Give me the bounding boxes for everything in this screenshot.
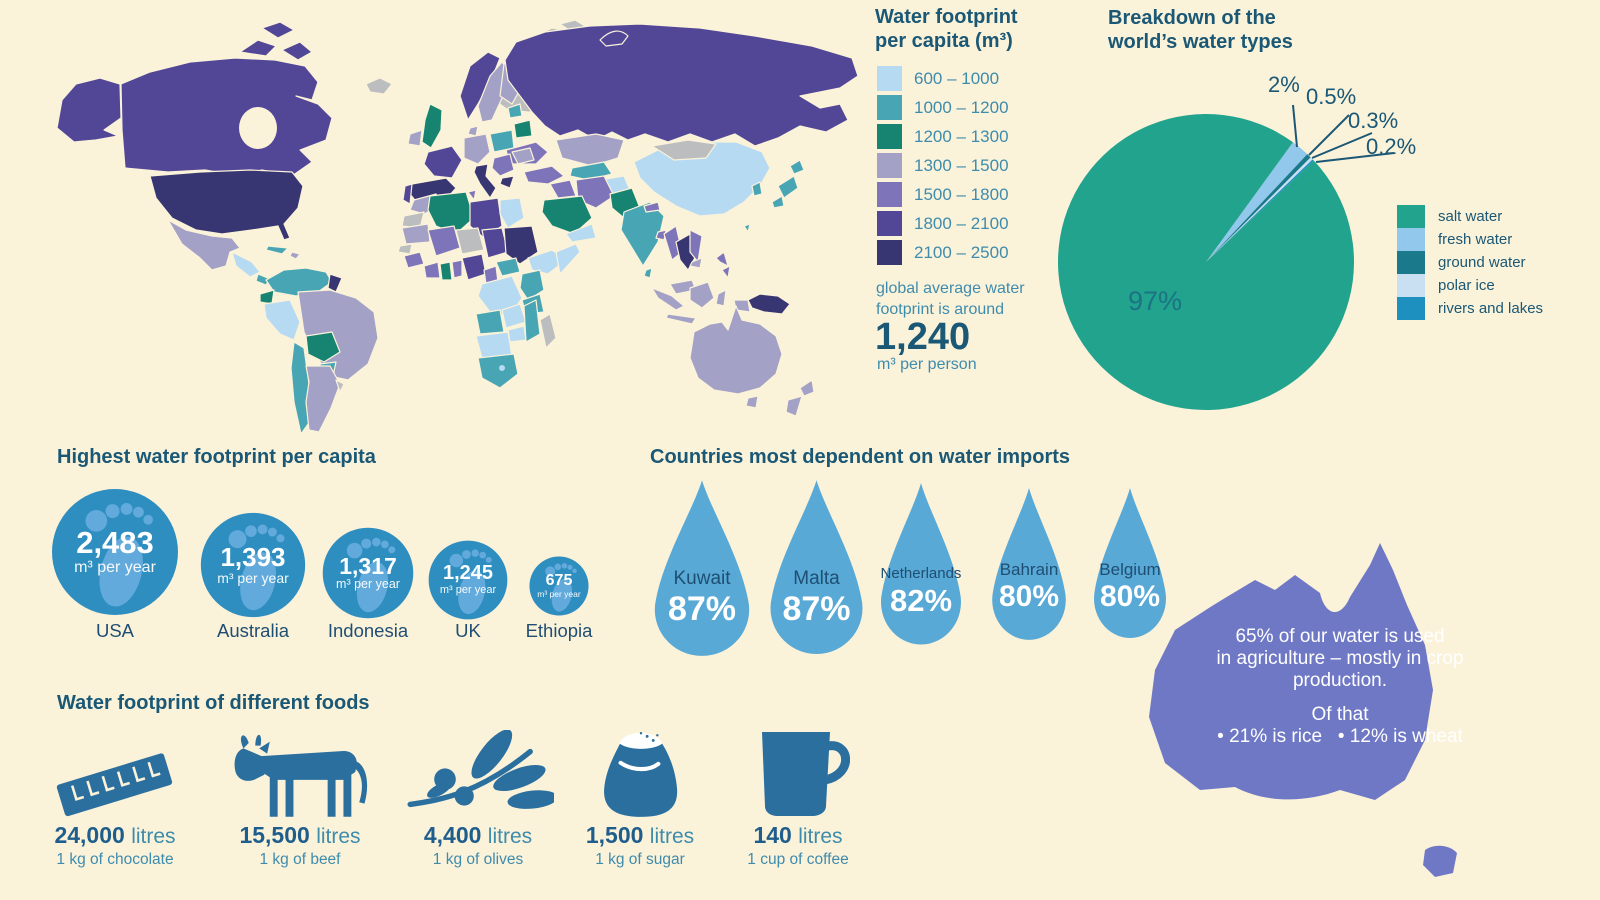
pie-label-fresh: 2% xyxy=(1268,72,1300,97)
pie-slice-rivers-and-lakes xyxy=(1206,159,1314,262)
band-label: 600 – 1000 xyxy=(914,68,1000,88)
pie-label-ground: 0.5% xyxy=(1306,84,1357,109)
import-drop-netherlands: Netherlands 82% xyxy=(871,481,971,651)
footprint-country-uk: UK xyxy=(455,620,481,641)
asia-region xyxy=(504,23,859,325)
legend-band-row: 2100 – 2500 xyxy=(877,240,1009,265)
food-caption-olives: 1 kg of olives xyxy=(432,851,524,868)
pie-legend-row: salt water xyxy=(1397,205,1502,228)
tasmania-shape xyxy=(1423,845,1457,877)
legend-band-row: 600 – 1000 xyxy=(877,66,999,91)
footprint-country-ethiopia: Ethiopia xyxy=(525,620,593,641)
oceania-region xyxy=(689,305,815,417)
pie-slice-salt-water xyxy=(1058,113,1354,410)
band-label: 2100 – 2500 xyxy=(914,242,1009,262)
food-value-olives: 4,400 litres xyxy=(423,822,533,848)
pie-swatch-salt xyxy=(1397,205,1425,228)
footprint-country-indonesia: Indonesia xyxy=(327,620,409,641)
australia-silhouette xyxy=(1149,543,1457,877)
pie-swatch-ground xyxy=(1397,251,1425,274)
footprint-badge-uk: 1,245 m³ per year xyxy=(428,540,508,620)
footprint-badge-indonesia: 1,317 m³ per year xyxy=(322,527,414,619)
food-value-chocolate: 24,000 litres xyxy=(54,822,176,848)
chocolate-bar-icon xyxy=(38,728,193,823)
pie-chart-title: Breakdown of the world’s water types xyxy=(1108,7,1293,53)
water-types-pie-chart xyxy=(1058,104,1395,410)
olive-branch-icon xyxy=(402,730,554,820)
pie-label-salt: 97% xyxy=(1128,286,1183,316)
band-label: 1500 – 1800 xyxy=(914,184,1009,204)
footprints-heading: Highest water footprint per capita xyxy=(57,446,376,468)
footprint-badge-ethiopia: 675 m³ per year xyxy=(529,556,589,616)
pie-slice-fresh-water xyxy=(1206,142,1308,262)
pie-leader-lines xyxy=(1292,104,1395,163)
footprint-country-australia: Australia xyxy=(217,620,289,641)
pie-slice-ground-water xyxy=(1206,154,1311,262)
foods-heading: Water footprint of different foods xyxy=(57,692,370,714)
pie-label-polar: 0.3% xyxy=(1348,108,1399,133)
import-drop-kuwait: Kuwait 87% xyxy=(643,478,761,663)
europe-region xyxy=(365,19,586,205)
legend-band-row: 1000 – 1200 xyxy=(877,95,1009,120)
band-swatch xyxy=(877,95,902,120)
legend-band-row: 1200 – 1300 xyxy=(877,124,1009,149)
australia-callout-text: 65% of our water is used in agriculture … xyxy=(1216,626,1464,747)
band-swatch xyxy=(877,124,902,149)
band-label: 1800 – 2100 xyxy=(914,213,1009,233)
food-value-coffee: 140 litres xyxy=(753,822,843,848)
legend-band-row: 1300 – 1500 xyxy=(877,153,1009,178)
pie-swatch-rivers xyxy=(1397,297,1425,320)
sugar-sack-icon xyxy=(588,720,694,822)
africa-region xyxy=(397,189,581,389)
south-america-region xyxy=(259,267,379,435)
legend-band-row: 1800 – 2100 xyxy=(877,211,1009,236)
band-label: 1200 – 1300 xyxy=(914,126,1009,146)
world-choropleth-map xyxy=(56,19,859,435)
food-value-sugar: 1,500 litres xyxy=(585,822,695,848)
cow-icon xyxy=(224,722,380,822)
food-caption-beef: 1 kg of beef xyxy=(259,851,341,868)
band-swatch xyxy=(877,182,902,207)
pie-label-rivers: 0.2% xyxy=(1366,134,1417,159)
north-america-region xyxy=(56,21,605,286)
global-average-unit: m³ per person xyxy=(877,356,977,373)
band-swatch xyxy=(877,240,902,265)
pie-legend-row: fresh water xyxy=(1397,228,1512,251)
map-legend: Water footprint per capita (m³) xyxy=(875,5,1075,53)
footprint-badge-usa: 2,483 m³ per year xyxy=(51,488,179,616)
import-drop-bahrain: Bahrain 80% xyxy=(983,486,1075,646)
band-swatch xyxy=(877,66,902,91)
band-swatch xyxy=(877,153,902,178)
water-drop-icon xyxy=(881,483,961,645)
band-label: 1000 – 1200 xyxy=(914,97,1009,117)
band-label: 1300 – 1500 xyxy=(914,155,1009,175)
band-swatch xyxy=(877,211,902,236)
food-caption-sugar: 1 kg of sugar xyxy=(595,851,685,868)
footprint-badge-australia: 1,393 m³ per year xyxy=(200,512,306,618)
pie-swatch-fresh xyxy=(1397,228,1425,251)
import-drop-malta: Malta 87% xyxy=(759,478,874,661)
coffee-mug-icon xyxy=(748,724,850,820)
food-value-beef: 15,500 litres xyxy=(239,822,361,848)
pie-legend-row: rivers and lakes xyxy=(1397,297,1543,320)
import-drop-belgium: Belgium 80% xyxy=(1085,486,1175,644)
global-average-note: global average water footprint is around xyxy=(876,280,1025,318)
food-caption-chocolate: 1 kg of chocolate xyxy=(56,851,174,868)
pie-legend-row: polar ice xyxy=(1397,274,1495,297)
footprint-country-usa: USA xyxy=(95,620,135,641)
legend-band-row: 1500 – 1800 xyxy=(877,182,1009,207)
map-legend-title: Water footprint per capita (m³) xyxy=(875,6,1018,52)
food-caption-coffee: 1 cup of coffee xyxy=(747,851,849,868)
imports-heading: Countries most dependent on water import… xyxy=(650,446,1071,468)
pie-slices xyxy=(1058,113,1354,410)
pie-slice-polar-ice xyxy=(1206,157,1313,262)
pie-swatch-polar xyxy=(1397,274,1425,297)
global-average-value: 1,240 xyxy=(875,316,971,358)
pie-legend-row: ground water xyxy=(1397,251,1526,274)
